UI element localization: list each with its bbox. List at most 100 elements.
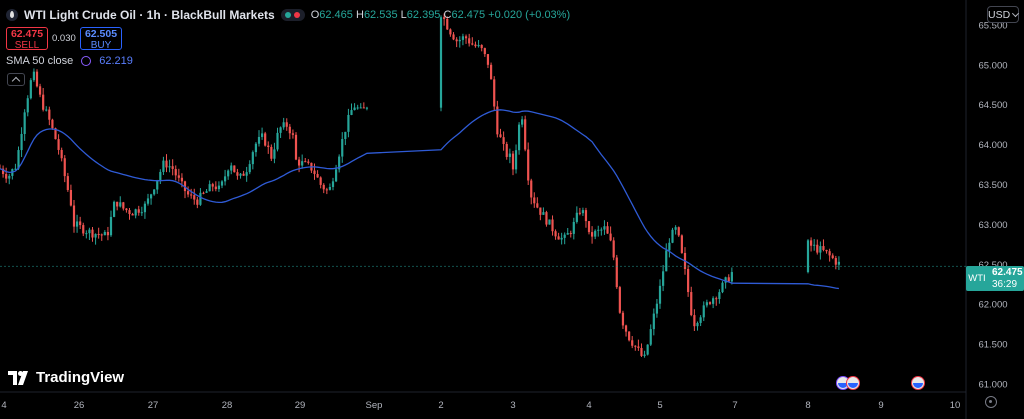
y-tick-label: 63.000 (978, 220, 1007, 231)
candle-body (819, 246, 822, 253)
x-tick-label: 2 (438, 400, 443, 411)
candle-body (587, 221, 591, 233)
candle-body (551, 219, 554, 232)
candle-body (159, 171, 162, 181)
y-tick-label: 63.500 (978, 180, 1007, 191)
candle-body (344, 131, 347, 140)
candle-body (156, 180, 159, 190)
candle-body (362, 107, 365, 109)
buy-button[interactable]: 62.505 BUY (80, 27, 122, 51)
indicator-label: SMA 50 close (6, 55, 74, 67)
currency-selector[interactable]: USD (987, 6, 1020, 23)
candle-body (282, 122, 285, 128)
candle-body (600, 229, 603, 231)
candle-body (545, 212, 548, 225)
tradingview-logo-icon (8, 370, 28, 385)
candle-body (193, 195, 196, 200)
x-tick-label: 9 (878, 400, 883, 411)
us-flag-event-icon[interactable] (911, 376, 925, 390)
y-axis-labels: 65.500 65.000 64.500 64.000 63.500 63.000 62.5… (978, 20, 1007, 390)
candle-body (313, 170, 316, 175)
candle-body (301, 161, 304, 166)
candle-body (693, 315, 696, 327)
candle-body (165, 160, 168, 168)
candle-body (279, 127, 282, 133)
candle-body (29, 80, 32, 99)
indicator-value: 62.219 (99, 55, 133, 67)
candle-body (48, 109, 51, 120)
candle-body (45, 109, 48, 111)
symbol-title[interactable]: WTI Light Crude Oil · 1h · BlackBull Mar… (24, 8, 275, 22)
candle-body (168, 166, 171, 168)
candle-body (270, 146, 273, 159)
buy-price: 62.505 (84, 28, 118, 40)
us-flag-event-icon[interactable] (846, 376, 860, 390)
candle-body (69, 189, 73, 206)
candle-body (264, 133, 267, 146)
candle-body (493, 79, 496, 107)
status-dot-icon (285, 12, 292, 18)
candle-body (705, 302, 708, 306)
candle-body (94, 233, 97, 238)
y-tick-label: 61.500 (978, 340, 1007, 351)
candle-body (347, 114, 350, 132)
candle-body (20, 133, 23, 151)
candle-body (521, 119, 524, 125)
collapse-legend-button[interactable] (7, 73, 25, 86)
candle-body (649, 329, 652, 345)
indicator-settings-icon[interactable] (81, 56, 92, 66)
candle-body (227, 170, 230, 177)
candle-body (88, 229, 91, 234)
x-tick-label: Sep (366, 400, 383, 411)
sell-button[interactable]: 62.475 SELL (6, 27, 48, 51)
candle-body (618, 287, 621, 313)
last-price-symbol: WTI (968, 272, 986, 284)
candle-body (468, 38, 471, 44)
candle-body (239, 173, 242, 176)
candle-body (17, 150, 20, 169)
candle-body (712, 298, 715, 304)
candle-body (125, 208, 128, 211)
candle-body (563, 234, 566, 238)
candle-body (609, 233, 612, 241)
candle-body (137, 209, 140, 213)
candle-body (1, 168, 5, 175)
candle-body (674, 227, 677, 230)
candle-body (245, 172, 248, 176)
candle-body (208, 184, 211, 192)
market-status-pill[interactable] (280, 9, 305, 21)
indicator-legend[interactable]: SMA 50 close 62.219 (6, 55, 133, 67)
candle-body (180, 177, 184, 182)
y-tick-label: 62.500 (978, 260, 1007, 271)
candle-body (536, 203, 539, 208)
candle-body (533, 197, 536, 204)
candle-body (112, 201, 116, 217)
candle-body (499, 134, 502, 138)
candle-body (837, 261, 841, 265)
candle-body (42, 94, 45, 110)
status-dot-icon (294, 12, 301, 18)
candle-body (257, 136, 261, 144)
candle-body (652, 313, 655, 330)
chevron-down-icon (1012, 9, 1020, 17)
candle-body (131, 214, 134, 216)
candle-body (171, 166, 174, 169)
candle-body (539, 207, 542, 215)
candle-body (109, 216, 113, 236)
candle-body (590, 232, 594, 237)
candle-body (82, 225, 85, 234)
candle-body (57, 139, 60, 150)
candle-body (353, 107, 356, 111)
candle-body (291, 133, 295, 135)
tradingview-logo[interactable]: TradingView (8, 369, 124, 386)
candle-body (202, 192, 205, 194)
candle-body (822, 246, 825, 250)
candle-body (668, 242, 671, 251)
candle-body (288, 126, 291, 134)
candle-body (248, 164, 251, 173)
gear-icon[interactable] (985, 396, 997, 408)
candle-body (230, 165, 233, 171)
candle-body (474, 44, 477, 47)
candle-body (122, 202, 125, 209)
